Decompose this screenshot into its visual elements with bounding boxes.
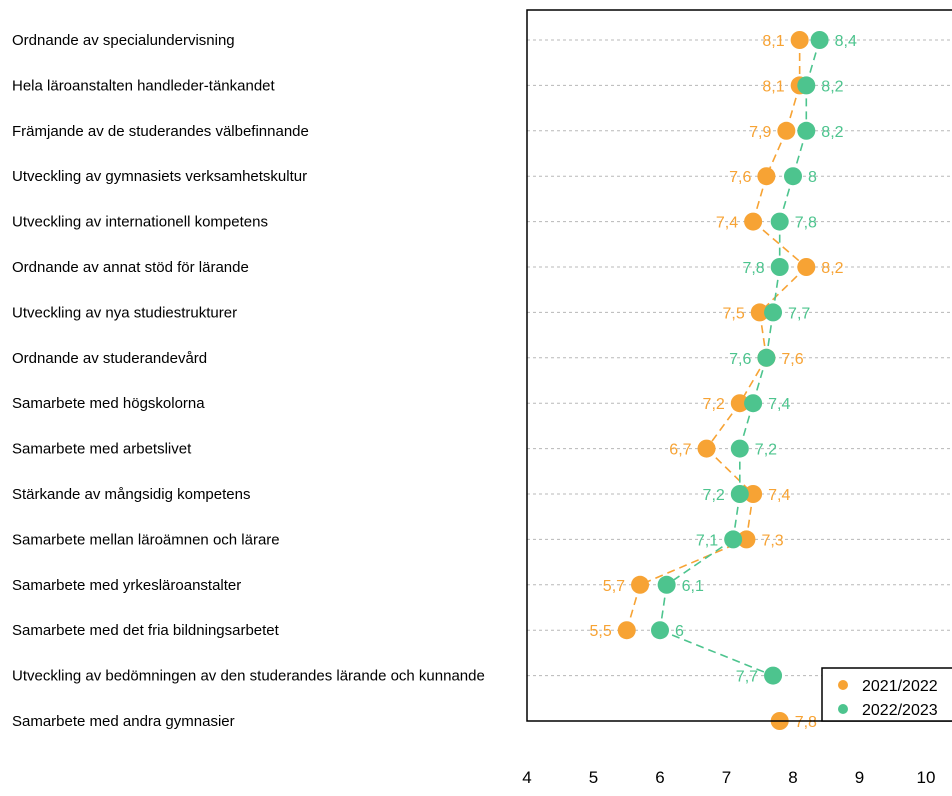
data-point-series-1 (744, 212, 763, 231)
value-label-series-2: 8,2 (821, 124, 843, 141)
data-point-series-2 (730, 485, 749, 503)
data-point-series-2 (764, 303, 783, 322)
category-label: Samarbete mellan läroämnen och lärare (12, 531, 280, 548)
category-label: Ordnande av specialundervisning (12, 32, 235, 49)
data-point-series-1 (750, 303, 769, 322)
x-tick-label: 7 (722, 768, 731, 787)
data-point-series-1 (617, 621, 636, 640)
value-label-series-2: 7,7 (736, 669, 758, 686)
data-point-series-2 (730, 439, 749, 458)
connector-series-1 (759, 266, 807, 313)
data-point-series-1 (790, 31, 809, 49)
value-label-series-1: 7,8 (795, 714, 817, 731)
value-label-series-2: 8 (808, 169, 817, 186)
data-point-series-2 (757, 348, 776, 367)
data-point-series-2 (651, 621, 669, 640)
data-point-series-2 (810, 31, 829, 49)
value-label-series-2: 7,6 (729, 351, 751, 368)
legend-marker-series-2 (838, 704, 848, 714)
data-point-series-2 (764, 666, 783, 685)
connector-series-1 (752, 220, 807, 268)
category-label: Ordnande av annat stöd för lärande (12, 259, 249, 276)
value-label-series-1: 7,4 (768, 487, 790, 504)
value-label-series-1: 7,9 (749, 124, 771, 141)
value-label-series-1: 7,6 (729, 169, 751, 186)
data-point-series-2 (784, 167, 802, 186)
value-label-series-2: 8,2 (821, 78, 843, 95)
category-label: Hela läroanstalten handleder-tänkandet (12, 77, 276, 94)
x-tick-label: 6 (655, 768, 664, 787)
category-label: Utveckling av internationell kompetens (12, 214, 268, 231)
data-point-series-1 (744, 485, 763, 503)
data-point-series-2 (770, 258, 789, 276)
value-label-series-2: 7,8 (742, 260, 764, 277)
connector-series-2 (666, 538, 734, 586)
x-tick-label: 4 (522, 768, 531, 787)
value-label-series-1: 7,5 (723, 305, 745, 322)
data-point-series-2 (797, 121, 816, 140)
value-label-series-2: 7,7 (788, 305, 810, 322)
category-label: Samarbete med det fria bildningsarbetet (12, 622, 280, 639)
data-point-series-1 (797, 258, 816, 276)
data-point-series-1 (697, 439, 716, 458)
data-point-series-2 (724, 530, 743, 549)
data-point-series-2 (744, 394, 763, 413)
data-point-series-1 (730, 394, 749, 413)
value-label-series-1: 5,5 (590, 623, 612, 640)
category-label: Samarbete med högskolorna (12, 395, 205, 412)
category-label: Utveckling av nya studiestrukturer (12, 304, 237, 321)
value-label-series-1: 7,4 (716, 215, 738, 232)
data-point-series-2 (797, 76, 816, 95)
value-label-series-2: 6 (675, 623, 684, 640)
x-tick-label: 10 (917, 768, 936, 787)
data-point-series-1 (777, 121, 796, 140)
data-point-series-1 (737, 530, 756, 549)
category-label: Utveckling av gymnasiets verksamhetskult… (12, 168, 307, 185)
x-tick-label: 9 (855, 768, 864, 787)
data-points (617, 31, 829, 730)
value-labels: 8,1 8,1 7,9 7,6 7,4 8,2 7,5 7,6 7,2 6,7 7,4 7,3 5,7 5… (590, 33, 857, 731)
category-label: Stärkande av mångsidig kompetens (12, 486, 250, 503)
legend-marker-series-1 (838, 680, 848, 690)
data-point-series-1 (757, 167, 776, 186)
value-label-series-1: 7,6 (781, 351, 803, 368)
value-label-series-1: 5,7 (603, 578, 625, 595)
category-label: Främjande av de studerandes välbefinnand… (12, 123, 309, 140)
value-label-series-2: 6,1 (682, 578, 704, 595)
category-label: Samarbete med yrkesläroanstalter (12, 577, 241, 594)
value-label-series-2: 7,2 (703, 487, 725, 504)
value-label-series-1: 7,3 (761, 532, 783, 549)
connector-series-1 (705, 448, 754, 495)
x-axis-ticks: 4 5 6 7 8 9 10 (522, 768, 935, 787)
category-label: Samarbete med andra gymnasier (12, 713, 235, 730)
legend-label-series-1: 2021/2022 (862, 678, 938, 695)
gridlines (527, 39, 952, 722)
value-label-series-2: 7,1 (696, 532, 718, 549)
value-label-series-1: 8,1 (762, 33, 784, 50)
category-label: Utveckling av bedömningen av den studera… (12, 668, 485, 685)
value-label-series-1: 8,2 (821, 260, 843, 277)
data-point-series-1 (631, 575, 650, 594)
value-label-series-2: 7,4 (768, 396, 790, 413)
category-label: Ordnande av studerandevård (12, 350, 207, 367)
category-label: Samarbete med arbetslivet (12, 441, 192, 458)
legend: 2021/2022 2022/2023 (821, 667, 952, 722)
connector-series-2 (659, 629, 774, 677)
value-label-series-1: 8,1 (762, 78, 784, 95)
x-tick-label: 5 (589, 768, 598, 787)
data-point-series-2 (770, 212, 789, 231)
plot-frame (526, 9, 952, 722)
x-tick-label: 8 (788, 768, 797, 787)
connector-series-1 (705, 402, 741, 450)
value-label-series-1: 7,2 (703, 396, 725, 413)
value-label-series-2: 8,4 (835, 33, 857, 50)
data-point-series-2 (657, 575, 676, 594)
category-labels: Ordnande av specialundervisning Hela läro… (12, 32, 485, 730)
legend-label-series-2: 2022/2023 (862, 702, 938, 719)
value-label-series-1: 6,7 (669, 442, 691, 459)
value-label-series-2: 7,2 (755, 442, 777, 459)
value-label-series-2: 7,8 (795, 215, 817, 232)
